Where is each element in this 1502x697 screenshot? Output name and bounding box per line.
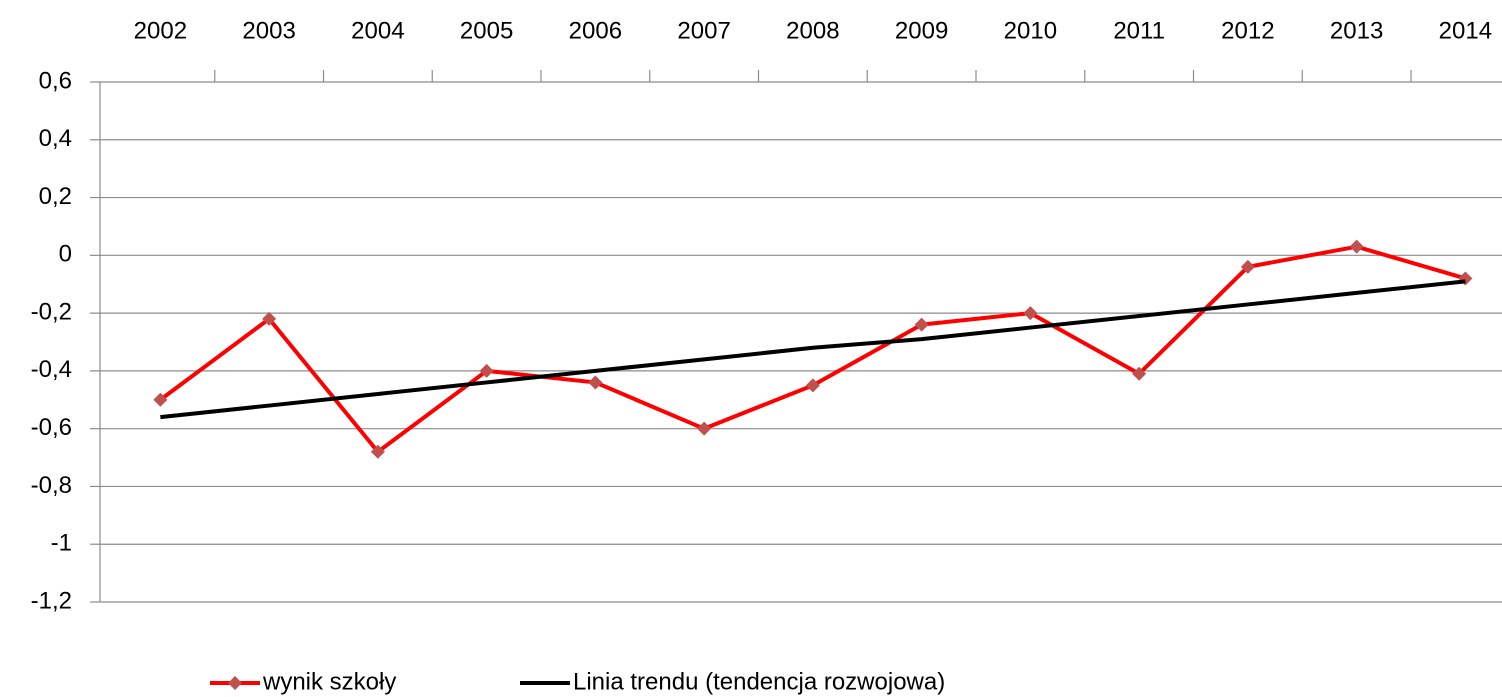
marker	[1023, 306, 1038, 321]
marker	[1132, 366, 1147, 381]
y-tick-label: -0,2	[31, 298, 72, 325]
marker	[479, 363, 494, 378]
x-tick-label: 2009	[895, 17, 948, 44]
y-tick-label: -0,4	[31, 356, 72, 383]
y-tick-label: -0,6	[31, 414, 72, 441]
legend-label: Linia trendu (tendencja rozwojowa)	[573, 668, 945, 695]
legend-label: wynik szkoły	[262, 668, 396, 695]
x-tick-label: 2006	[569, 17, 622, 44]
x-tick-label: 2012	[1221, 17, 1274, 44]
marker	[262, 311, 277, 326]
x-tick-label: 2008	[786, 17, 839, 44]
x-tick-label: 2014	[1439, 17, 1492, 44]
y-tick-label: 0,4	[39, 125, 72, 152]
marker	[697, 421, 712, 436]
x-tick-label: 2010	[1004, 17, 1057, 44]
x-tick-label: 2003	[242, 17, 295, 44]
marker	[588, 375, 603, 390]
x-tick-label: 2013	[1330, 17, 1383, 44]
x-tick-label: 2004	[351, 17, 404, 44]
x-tick-label: 2011	[1113, 17, 1165, 44]
y-tick-label: -1	[51, 530, 72, 557]
x-tick-label: 2007	[677, 17, 730, 44]
y-tick-label: 0,2	[39, 183, 72, 210]
y-tick-label: 0,6	[39, 67, 72, 94]
legend-marker	[228, 676, 242, 690]
y-tick-label: -0,8	[31, 472, 72, 499]
series-line	[160, 279, 1466, 420]
x-tick-label: 2002	[134, 17, 187, 44]
marker	[370, 444, 385, 459]
marker	[153, 392, 168, 407]
x-tick-label: 2005	[460, 17, 513, 44]
y-tick-label: 0	[59, 241, 72, 268]
y-tick-label: -1,2	[31, 587, 72, 614]
marker	[1349, 239, 1364, 254]
marker	[805, 378, 820, 393]
marker	[914, 317, 929, 332]
marker	[1240, 259, 1255, 274]
